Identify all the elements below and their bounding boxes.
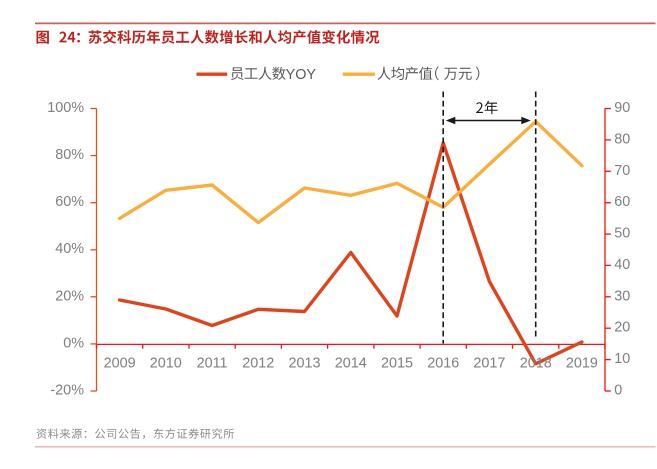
svg-text:40%: 40% [55, 241, 84, 257]
svg-text:80%: 80% [55, 147, 84, 163]
svg-text:2017: 2017 [473, 355, 505, 371]
svg-text:2011: 2011 [197, 355, 228, 371]
svg-text:50: 50 [614, 226, 630, 242]
svg-text:0: 0 [614, 383, 622, 399]
svg-text:2013: 2013 [288, 355, 320, 371]
svg-text:60: 60 [614, 194, 630, 210]
svg-text:2014: 2014 [335, 355, 367, 371]
svg-text:YOY: YOY [286, 67, 317, 83]
svg-text:30: 30 [614, 288, 630, 304]
svg-text:70: 70 [614, 163, 630, 179]
svg-text:2009: 2009 [104, 355, 136, 371]
svg-text:2016: 2016 [427, 355, 459, 371]
svg-text:90: 90 [614, 100, 630, 116]
svg-text:20%: 20% [55, 288, 84, 304]
svg-text:2012: 2012 [242, 355, 274, 371]
svg-text:80: 80 [614, 131, 630, 147]
svg-text:0%: 0% [63, 335, 84, 351]
svg-text:100%: 100% [47, 100, 84, 116]
svg-text:60%: 60% [55, 194, 84, 210]
svg-text:2010: 2010 [150, 355, 182, 371]
svg-text:20: 20 [614, 320, 630, 336]
svg-text:2015: 2015 [381, 355, 413, 371]
svg-text:40: 40 [614, 257, 630, 273]
svg-text:-20%: -20% [50, 383, 84, 399]
svg-text:2018: 2018 [520, 355, 552, 371]
svg-text:2019: 2019 [566, 355, 598, 371]
svg-text:10: 10 [614, 351, 630, 367]
